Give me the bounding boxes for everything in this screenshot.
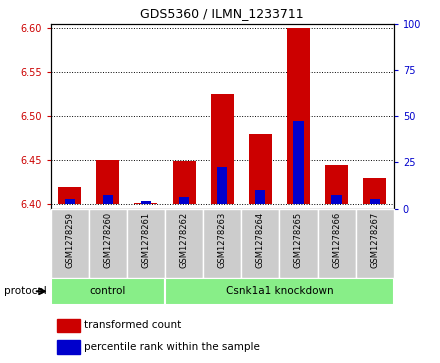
Text: GSM1278261: GSM1278261 bbox=[141, 212, 150, 268]
Text: protocol: protocol bbox=[4, 286, 47, 296]
Bar bbox=[241, 209, 279, 278]
Bar bbox=[51, 278, 165, 305]
Bar bbox=[165, 278, 394, 305]
Text: GSM1278265: GSM1278265 bbox=[294, 212, 303, 268]
Bar bbox=[58, 340, 80, 354]
Text: percentile rank within the sample: percentile rank within the sample bbox=[84, 342, 260, 352]
Bar bbox=[96, 160, 119, 204]
Bar bbox=[58, 319, 80, 332]
Bar bbox=[103, 195, 113, 204]
Bar bbox=[287, 28, 310, 204]
Text: GSM1278262: GSM1278262 bbox=[180, 212, 189, 268]
Text: GSM1278259: GSM1278259 bbox=[65, 212, 74, 268]
Text: GSM1278267: GSM1278267 bbox=[370, 212, 379, 268]
Bar bbox=[211, 94, 234, 204]
Bar bbox=[51, 209, 89, 278]
Bar bbox=[356, 209, 394, 278]
Bar bbox=[249, 134, 272, 204]
Title: GDS5360 / ILMN_1233711: GDS5360 / ILMN_1233711 bbox=[140, 7, 304, 20]
Bar bbox=[165, 209, 203, 278]
Bar bbox=[255, 189, 265, 204]
Bar bbox=[65, 199, 75, 204]
Bar bbox=[58, 187, 81, 204]
Bar bbox=[331, 195, 342, 204]
Bar bbox=[293, 121, 304, 204]
Bar bbox=[127, 209, 165, 278]
Text: GSM1278263: GSM1278263 bbox=[218, 212, 227, 268]
Bar bbox=[141, 201, 151, 204]
Text: GSM1278260: GSM1278260 bbox=[103, 212, 112, 268]
Bar bbox=[363, 178, 386, 204]
Bar bbox=[217, 167, 227, 204]
Bar bbox=[325, 165, 348, 204]
Bar bbox=[318, 209, 356, 278]
Bar bbox=[172, 161, 195, 204]
Text: transformed count: transformed count bbox=[84, 321, 181, 330]
Text: GSM1278266: GSM1278266 bbox=[332, 212, 341, 268]
Text: GSM1278264: GSM1278264 bbox=[256, 212, 265, 268]
Bar bbox=[370, 199, 380, 204]
Bar bbox=[179, 197, 189, 204]
Text: control: control bbox=[90, 286, 126, 296]
Bar bbox=[203, 209, 241, 278]
Bar bbox=[89, 209, 127, 278]
Text: Csnk1a1 knockdown: Csnk1a1 knockdown bbox=[226, 286, 333, 296]
Bar bbox=[279, 209, 318, 278]
Bar bbox=[135, 203, 158, 204]
